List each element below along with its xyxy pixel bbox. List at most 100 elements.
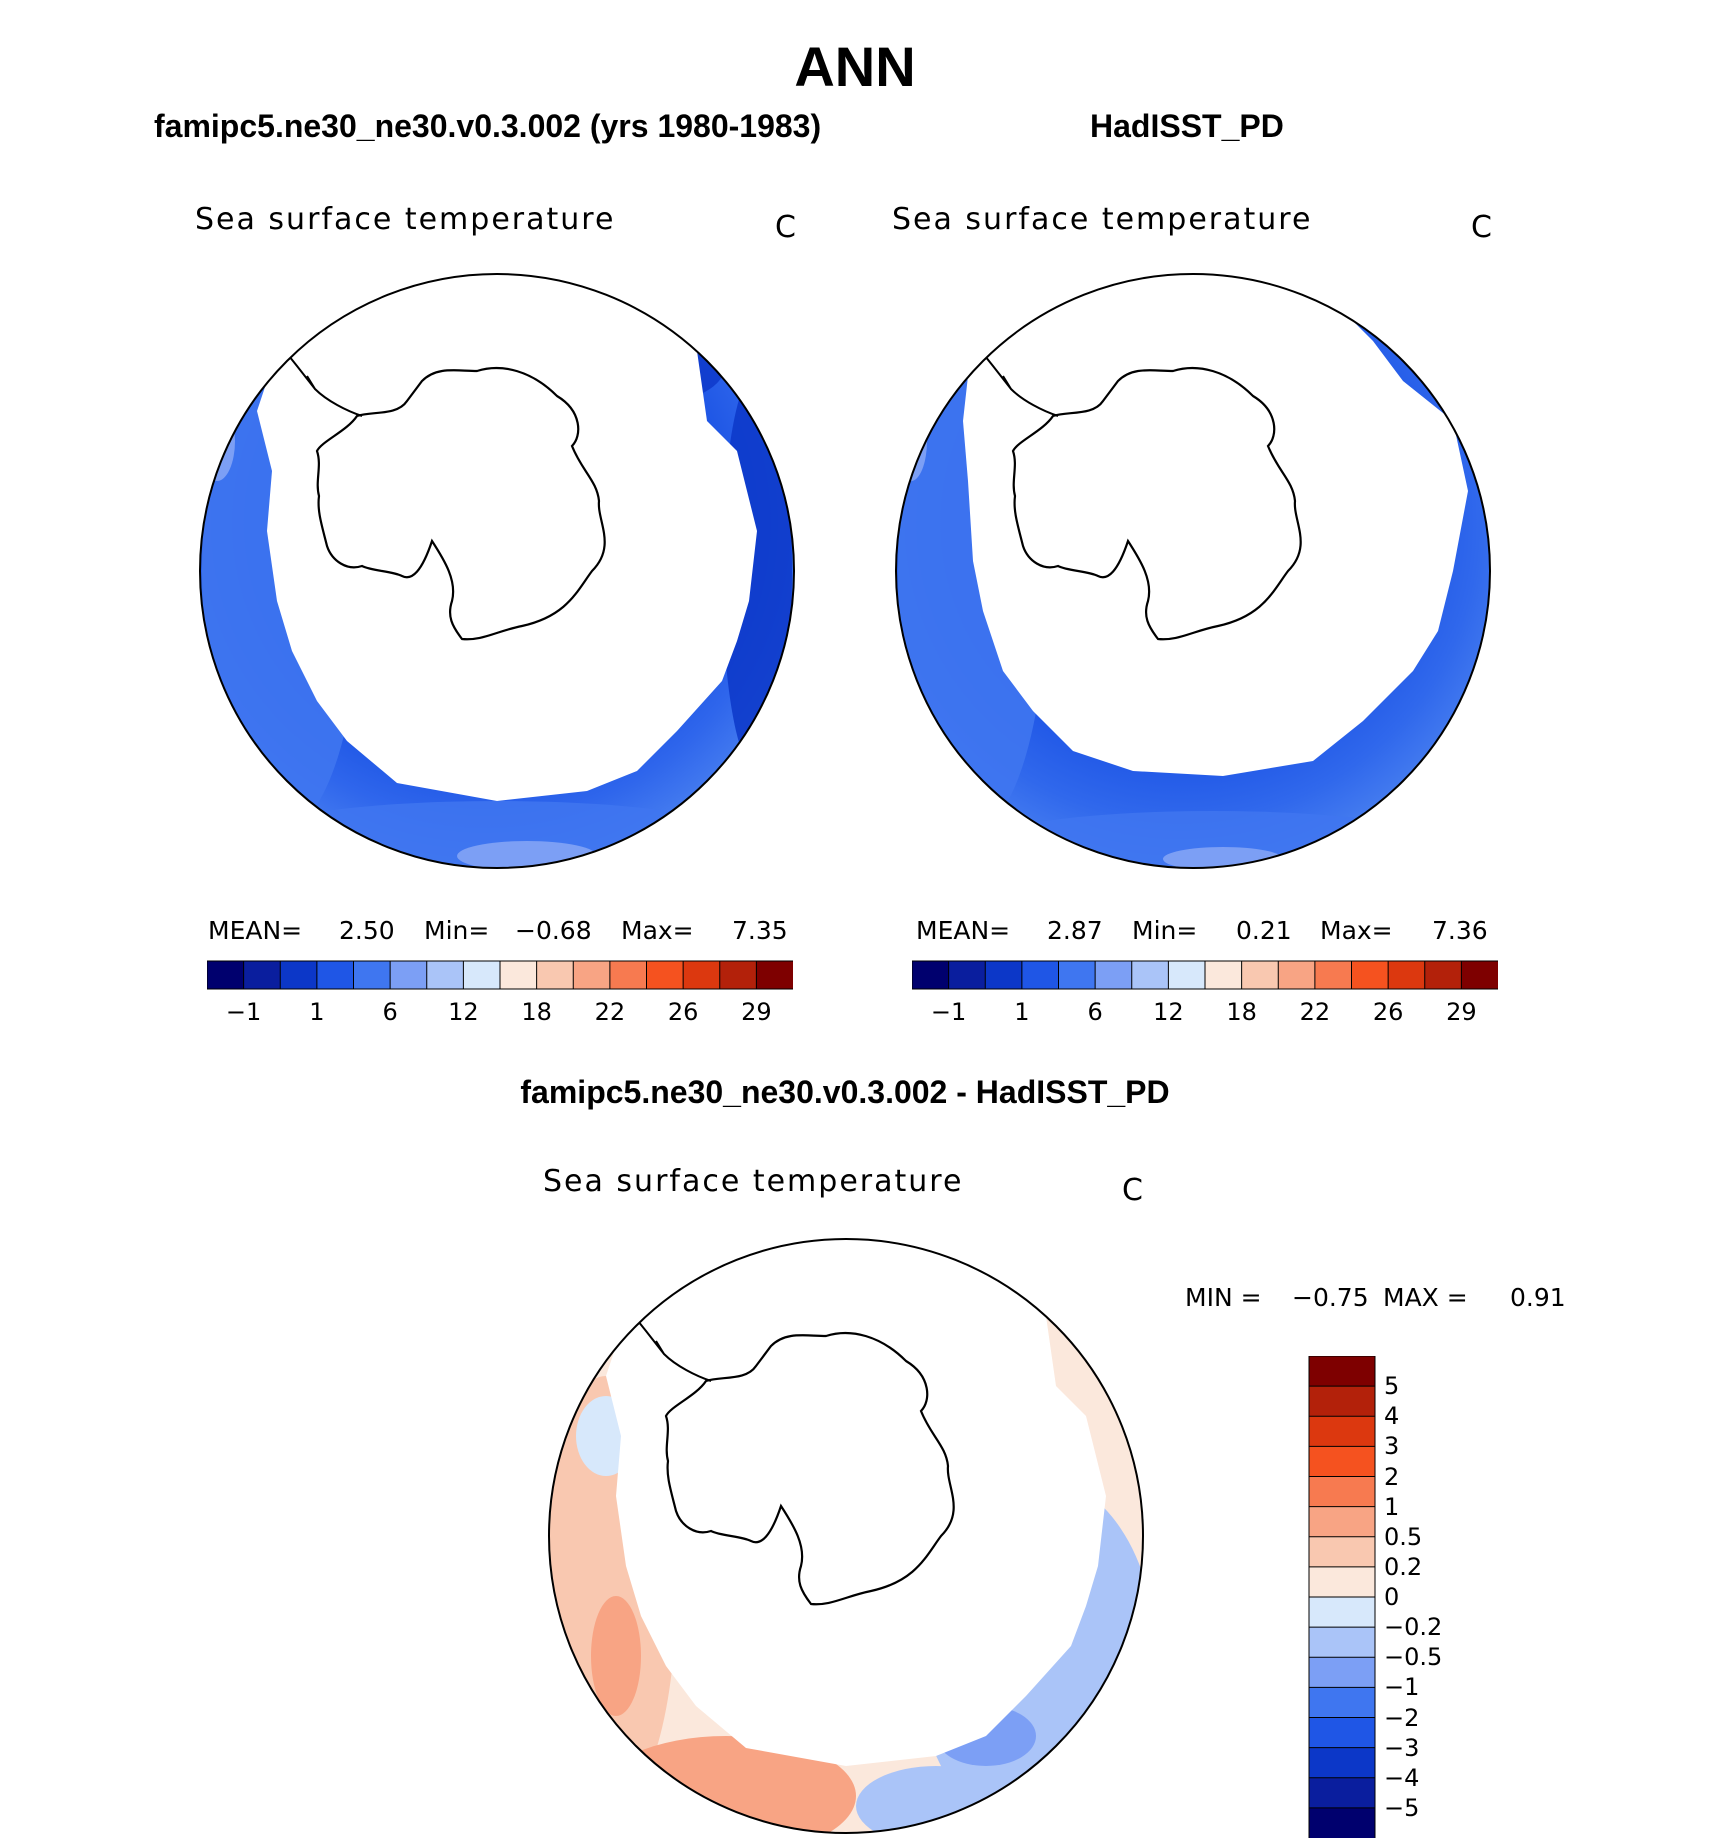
colorbar-tick-label: −1 (930, 998, 967, 1026)
colorbar-swatch (1308, 1476, 1376, 1508)
colorbar-swatch (1308, 1777, 1376, 1809)
diff-max-value: 0.91 (1510, 1283, 1566, 1312)
colorbar-swatch (1308, 1506, 1376, 1538)
colorbar-swatch (1308, 1807, 1376, 1838)
colorbar-swatch (499, 960, 538, 990)
colorbar-swatch (646, 960, 685, 990)
colorbar-swatch (353, 960, 392, 990)
colorbar-tick-label: 3 (1384, 1432, 1400, 1461)
colorbar-tick-label: 26 (667, 998, 699, 1026)
colorbar-swatch (1308, 1385, 1376, 1418)
colorbar-swatch (1460, 960, 1498, 990)
left-sst-map (199, 273, 795, 869)
colorbar-swatch (1131, 960, 1170, 990)
colorbar-swatch (316, 960, 355, 990)
colorbar-tick-label: 0 (1384, 1583, 1400, 1611)
colorbar-swatch (1424, 960, 1463, 990)
colorbar-swatch (1351, 960, 1390, 990)
colorbar-tick-label: 2 (1384, 1462, 1400, 1491)
colorbar-tick-label: 12 (448, 998, 479, 1026)
colorbar-swatch (719, 960, 758, 990)
diff-max-label: MAX = (1383, 1283, 1468, 1312)
colorbar-tick-label: 22 (1299, 998, 1331, 1026)
colorbar-swatch (912, 960, 950, 990)
left-panel-title: famipc5.ne30_ne30.v0.3.002 (yrs 1980-198… (154, 108, 822, 144)
colorbar-tick-label: 6 (1087, 998, 1103, 1026)
diff-panel-title: famipc5.ne30_ne30.v0.3.002 - HadISST_PD (520, 1074, 1170, 1110)
colorbar-tick-label: 4 (1384, 1402, 1400, 1431)
colorbar-tick-label: 0.5 (1384, 1522, 1423, 1551)
colorbar-tick-label: 0.2 (1384, 1552, 1423, 1581)
colorbar-swatch (1058, 960, 1097, 990)
colorbar-swatch (1387, 960, 1426, 990)
right-mean-label: MEAN= (916, 916, 1011, 945)
colorbar-tick-label: −2 (1384, 1703, 1420, 1732)
right-variable-label: Sea surface temperature (892, 202, 1313, 237)
right-min-label: Min= (1132, 916, 1198, 945)
diff-min-label: MIN = (1185, 1283, 1262, 1312)
colorbar-tick-label: −4 (1384, 1763, 1420, 1792)
colorbar-swatch (1277, 960, 1316, 990)
left-max-label: Max= (621, 916, 694, 945)
left-mean-value: 2.50 (339, 916, 395, 945)
colorbar-tick-label: 1 (1384, 1492, 1400, 1521)
colorbar-tick-label: −3 (1384, 1733, 1420, 1762)
colorbar-tick-label: 1 (309, 998, 325, 1026)
colorbar-swatch (243, 960, 282, 990)
colorbar-swatch (426, 960, 465, 990)
main-title: ANN (794, 35, 916, 98)
left-mean-label: MEAN= (208, 916, 303, 945)
left-max-value: 7.35 (732, 916, 788, 945)
colorbar-swatch (1308, 1747, 1376, 1779)
colorbar-tick-label: −1 (1384, 1673, 1420, 1702)
colorbar-swatch (572, 960, 611, 990)
colorbar-tick-label: 1 (1014, 998, 1030, 1026)
colorbar-swatch (984, 960, 1023, 990)
diff-variable-label: Sea surface temperature (543, 1164, 964, 1199)
colorbar-tick-label: −5 (1384, 1793, 1420, 1822)
colorbar-swatch (1241, 960, 1280, 990)
colorbar-swatch (1308, 1626, 1376, 1659)
left-min-value: −0.68 (515, 916, 592, 945)
diff-sst-map (548, 1238, 1144, 1834)
right-colorbar (912, 960, 1498, 990)
colorbar-swatch (609, 960, 648, 990)
colorbar-swatch (207, 960, 245, 990)
colorbar-swatch (755, 960, 793, 990)
left-unit-label: C (775, 210, 796, 245)
diff-colorbar (1308, 1356, 1376, 1838)
colorbar-swatch (1308, 1536, 1376, 1568)
diff-min-value: −0.75 (1292, 1283, 1369, 1312)
colorbar-swatch (1308, 1356, 1376, 1388)
colorbar-tick-label: 5 (1384, 1372, 1400, 1401)
left-variable-label: Sea surface temperature (195, 202, 616, 237)
right-unit-label: C (1471, 210, 1492, 245)
colorbar-tick-label: 6 (382, 998, 398, 1026)
colorbar-swatch (1021, 960, 1060, 990)
colorbar-swatch (1308, 1596, 1376, 1629)
colorbar-tick-label: 22 (594, 998, 626, 1026)
colorbar-swatch (1308, 1566, 1376, 1599)
colorbar-swatch (1308, 1415, 1376, 1448)
colorbar-tick-label: 18 (521, 998, 552, 1026)
right-min-value: 0.21 (1236, 916, 1292, 945)
colorbar-swatch (682, 960, 721, 990)
left-min-label: Min= (424, 916, 490, 945)
colorbar-tick-label: 26 (1372, 998, 1404, 1026)
colorbar-tick-label: −1 (225, 998, 262, 1026)
colorbar-swatch (1167, 960, 1207, 990)
right-max-label: Max= (1320, 916, 1393, 945)
colorbar-swatch (1094, 960, 1133, 990)
colorbar-swatch (1308, 1445, 1376, 1478)
left-colorbar (207, 960, 793, 990)
colorbar-swatch (1308, 1686, 1376, 1719)
colorbar-swatch (948, 960, 987, 990)
colorbar-tick-label: 29 (741, 998, 772, 1026)
colorbar-swatch (536, 960, 575, 990)
colorbar-swatch (1204, 960, 1243, 990)
right-sst-map (895, 273, 1491, 869)
right-max-value: 7.36 (1432, 916, 1488, 945)
colorbar-swatch (462, 960, 502, 990)
colorbar-tick-label: −0.5 (1384, 1643, 1443, 1672)
colorbar-tick-label: 29 (1446, 998, 1477, 1026)
